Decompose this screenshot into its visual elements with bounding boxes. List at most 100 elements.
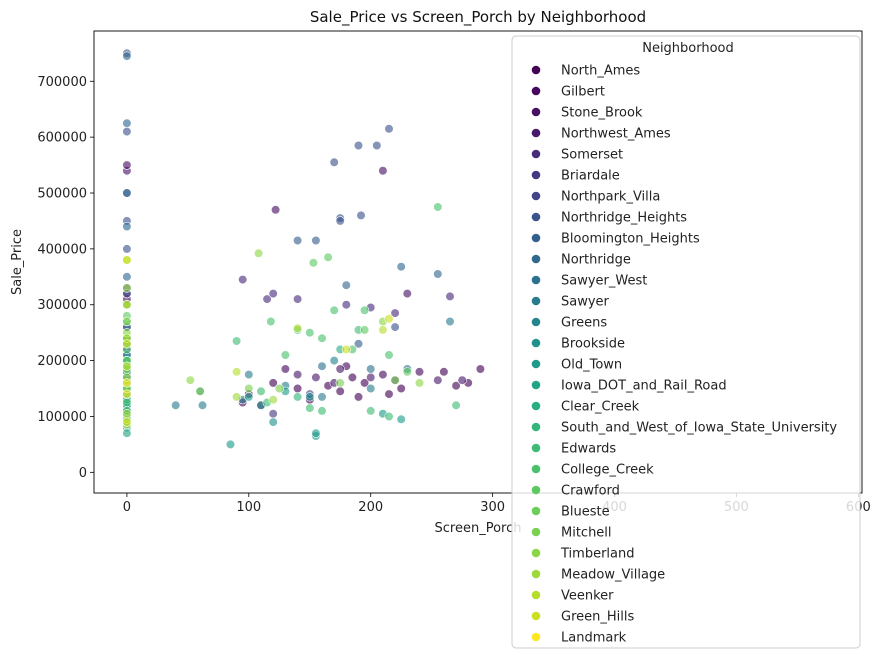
data-point [366, 364, 376, 374]
data-point [439, 367, 449, 377]
data-point [280, 350, 291, 360]
legend-marker [531, 233, 541, 243]
legend-marker [531, 548, 541, 558]
data-point [445, 316, 455, 327]
data-point [414, 367, 425, 377]
legend-marker [531, 65, 541, 75]
legend: Neighborhood North_Ames Gilbert Stone_Broo… [511, 35, 861, 649]
data-point [293, 294, 303, 304]
data-point [396, 414, 406, 424]
data-point [341, 300, 351, 310]
legend-marker [531, 191, 541, 201]
legend-marker [531, 107, 541, 117]
data-point [311, 372, 321, 383]
data-point [360, 325, 370, 335]
data-point [390, 308, 400, 318]
data-point [238, 275, 248, 285]
data-point [356, 210, 366, 220]
data-point [268, 417, 278, 427]
data-point [122, 188, 132, 198]
data-point [341, 344, 351, 355]
legend-marker [531, 464, 541, 474]
data-point [305, 328, 315, 338]
x-tick-label: 0 [123, 500, 131, 515]
data-point [293, 383, 303, 394]
legend-label: Greens [561, 316, 607, 331]
legend-label: Landmark [561, 631, 627, 646]
data-point [457, 375, 467, 385]
data-point [475, 364, 486, 374]
data-point [366, 372, 376, 383]
data-point [335, 386, 345, 396]
data-point [122, 244, 132, 254]
data-point [122, 283, 132, 293]
data-point [195, 386, 205, 396]
data-point [225, 439, 236, 450]
legend-label: Northridge [561, 253, 631, 268]
legend-marker [531, 569, 541, 579]
data-point [268, 378, 278, 388]
legend-marker [531, 86, 541, 96]
data-point [197, 400, 208, 410]
plot-frame [93, 30, 863, 494]
data-point [384, 314, 394, 324]
data-point [378, 166, 388, 176]
legend-label: Northpark_Villa [561, 190, 660, 205]
legend-marker [531, 527, 541, 537]
data-point [122, 118, 132, 128]
data-point [122, 255, 132, 265]
legend-marker [531, 443, 541, 453]
data-point [451, 400, 461, 410]
legend-box [511, 35, 861, 649]
x-tick-label: 300 [480, 500, 505, 515]
y-tick-label: 400000 [37, 242, 87, 257]
data-point [396, 262, 406, 272]
y-axis-label: Sale_Price [10, 229, 25, 295]
points-layer [122, 48, 486, 450]
legend-marker [531, 317, 541, 327]
chart-title: Sale_Price vs Screen_Porch by Neighborho… [310, 8, 646, 27]
data-point [335, 364, 345, 374]
legend-label: Sawyer [561, 295, 610, 310]
data-point [311, 428, 321, 438]
data-point [317, 392, 327, 402]
x-tick-label: 200 [358, 500, 383, 515]
data-point [244, 383, 254, 394]
y-tick-label: 200000 [37, 354, 87, 369]
legend-label: Stone_Brook [561, 106, 643, 121]
data-point [232, 392, 242, 402]
data-point [293, 392, 303, 402]
data-point [396, 383, 406, 394]
legend-label: Clear_Creek [561, 400, 640, 415]
data-point [185, 375, 195, 385]
legend-label: Veenker [561, 589, 614, 604]
legend-label: Briardale [561, 169, 620, 184]
legend-label: Crawford [561, 484, 620, 499]
data-point [122, 339, 132, 349]
data-point [268, 395, 278, 405]
data-point [329, 305, 339, 315]
legend-marker [531, 401, 541, 411]
data-point [122, 428, 132, 438]
data-point [323, 252, 333, 262]
legend-marker [531, 170, 541, 180]
legend-label: College_Creek [561, 463, 654, 478]
legend-marker [531, 296, 541, 306]
data-point [341, 280, 351, 290]
legend-items: North_Ames Gilbert Stone_Brook Northwest_Am… [531, 64, 837, 646]
data-point [122, 51, 132, 61]
data-point [268, 289, 278, 299]
legend-marker [531, 275, 541, 285]
y-tick-label: 300000 [37, 298, 87, 313]
data-point [433, 375, 443, 385]
y-axis: 0 100000 200000 300000 400000 500000 600000 700… [37, 75, 94, 481]
legend-marker [531, 380, 541, 390]
data-point [384, 350, 394, 360]
data-point [122, 409, 132, 419]
data-point [402, 367, 412, 377]
legend-marker [531, 611, 541, 621]
legend-label: Northwest_Ames [561, 127, 671, 142]
data-point [122, 397, 132, 408]
data-point [122, 160, 132, 170]
